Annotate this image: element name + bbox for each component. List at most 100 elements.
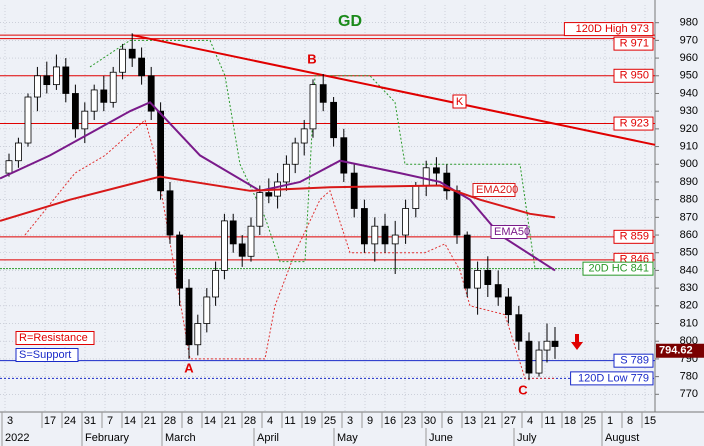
legend-label: S=Support <box>19 349 71 361</box>
candle-body <box>300 128 308 144</box>
x-tick-label: 3 <box>7 415 13 427</box>
y-tick-label: 840 <box>680 264 698 276</box>
x-tick-label: 14 <box>124 415 136 427</box>
x-tick-label: 13 <box>464 415 476 427</box>
trend-line <box>131 34 656 146</box>
x-tick-label: 19 <box>304 415 316 427</box>
ema-line <box>0 101 556 272</box>
x-tick-label: 14 <box>204 415 216 427</box>
x-tick-label: 9 <box>367 415 373 427</box>
candle-body <box>229 220 237 245</box>
y-tick-label: 920 <box>680 123 698 135</box>
annotation: B <box>307 51 316 66</box>
candle-body <box>176 234 184 289</box>
level-label-box <box>613 36 654 51</box>
candle-body <box>551 340 559 347</box>
candle-body <box>402 208 410 236</box>
candle-body <box>360 208 368 245</box>
candle-body <box>194 323 202 346</box>
ema-label: EMA200 <box>476 184 518 196</box>
candle-body <box>62 66 70 94</box>
y-tick-label: 880 <box>680 194 698 206</box>
candle-body <box>5 160 13 174</box>
last-price-box <box>656 343 704 358</box>
candle-body <box>34 75 41 98</box>
x-tick-label: 8 <box>187 415 193 427</box>
annotation: A <box>184 360 194 375</box>
candle-body <box>212 270 220 298</box>
y-tick-label: 980 <box>680 17 698 29</box>
level-label: R 859 <box>620 231 649 243</box>
ema-label-box <box>490 225 528 239</box>
candle-body <box>81 110 89 130</box>
x-tick-label: 1 <box>607 415 613 427</box>
candle-body <box>484 270 492 285</box>
level-label: 20D HC 841 <box>588 263 649 275</box>
month-label: June <box>429 432 453 444</box>
legend-box <box>15 331 95 345</box>
x-tick-label: 25 <box>324 415 336 427</box>
x-tick-label: 21 <box>484 415 496 427</box>
level-label-box <box>613 68 654 83</box>
chart-title: GD <box>338 13 362 30</box>
x-tick-label: 30 <box>424 415 436 427</box>
candle-body <box>24 96 32 144</box>
level-label-box <box>570 371 654 386</box>
candle-body <box>319 84 327 103</box>
y-tick-label: 830 <box>680 282 698 294</box>
candle-body <box>474 270 482 289</box>
candle-body <box>463 234 471 289</box>
ema-label-box <box>472 183 516 197</box>
legend-label: R=Resistance <box>19 332 88 344</box>
x-tick-label: 8 <box>627 415 633 427</box>
candle-body <box>128 48 136 59</box>
candle-body <box>535 349 543 374</box>
last-price-label: 794.62 <box>659 345 693 357</box>
x-tick-label: 3 <box>347 415 353 427</box>
candle-body <box>247 225 255 257</box>
x-tick-label: 15 <box>644 415 656 427</box>
y-tick-label: 890 <box>680 176 698 188</box>
candle-body <box>381 225 389 245</box>
candle-body <box>453 190 461 236</box>
level-label: 120D High 973 <box>576 23 649 35</box>
x-tick-label: 11 <box>544 415 555 427</box>
legend-box <box>15 348 79 362</box>
candle-body <box>138 57 146 77</box>
y-tick-label: 960 <box>680 52 698 64</box>
level-label: R 971 <box>620 38 649 50</box>
candle-body <box>422 167 430 186</box>
candle-body <box>494 284 502 298</box>
ema-line <box>0 175 556 222</box>
y-tick-label: 900 <box>680 158 698 170</box>
y-tick-label: 930 <box>680 105 698 117</box>
x-tick-label: 4 <box>527 415 533 427</box>
y-tick-label: 860 <box>680 229 698 241</box>
candle-body <box>166 190 174 236</box>
level-label-box <box>613 353 654 368</box>
candle-body <box>330 101 338 139</box>
candle-body <box>515 314 523 342</box>
candle-body <box>391 234 399 245</box>
y-tick-label: 910 <box>680 140 698 152</box>
candle-body <box>109 71 117 103</box>
x-tick-label: 31 <box>84 415 96 427</box>
candle-body <box>265 192 273 197</box>
x-tick-label: 24 <box>64 415 76 427</box>
y-tick-label: 940 <box>680 87 698 99</box>
x-tick-label: 4 <box>267 415 273 427</box>
candle-body <box>43 75 51 86</box>
x-tick-label: 17 <box>44 415 56 427</box>
level-label-box <box>563 22 654 37</box>
x-tick-label: 23 <box>404 415 416 427</box>
month-label: March <box>165 432 196 444</box>
month-label: 2022 <box>5 432 29 444</box>
candle-body <box>185 287 193 346</box>
candle-body <box>72 93 79 130</box>
candle-body <box>504 296 512 316</box>
level-label: R 923 <box>620 117 649 129</box>
level-label: S 789 <box>620 355 649 367</box>
x-tick-label: 6 <box>447 415 453 427</box>
y-tick-label: 770 <box>680 388 698 400</box>
